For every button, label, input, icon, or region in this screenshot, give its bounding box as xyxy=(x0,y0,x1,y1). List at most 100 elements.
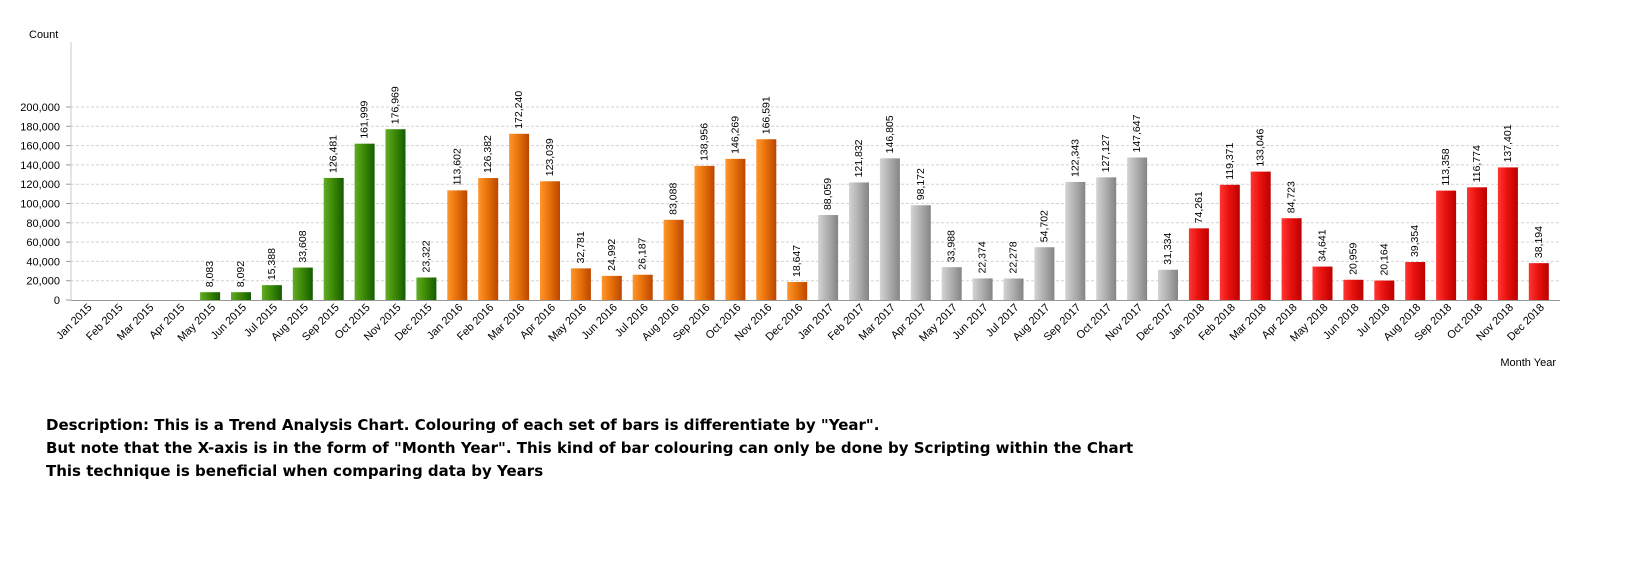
bar xyxy=(941,267,962,300)
bar-value-label: 20,164 xyxy=(1378,243,1390,275)
bar xyxy=(849,182,869,300)
bar-value-label: 39,354 xyxy=(1409,225,1421,257)
bar xyxy=(910,205,931,300)
bar-value-label: 127,127 xyxy=(1100,134,1112,172)
y-tick-label: 160,000 xyxy=(20,141,60,153)
bar xyxy=(1065,181,1086,300)
bar-value-label: 33,608 xyxy=(297,230,309,262)
y-tick-label: 180,000 xyxy=(20,121,60,133)
bar xyxy=(1497,167,1518,300)
description-line-2: But note that the X-axis is in the form … xyxy=(46,439,1134,457)
description-line-3: This technique is beneficial when compar… xyxy=(46,462,544,480)
bar-value-label: 126,382 xyxy=(482,135,494,173)
bar-value-label: 161,999 xyxy=(359,101,371,139)
chart-description: Description: This is a Trend Analysis Ch… xyxy=(46,414,1546,483)
bar xyxy=(725,158,746,300)
chart-canvas: 0 20,000 40,000 60,000 80,000 100,000 120,000 1… xyxy=(20,29,1560,369)
bar-value-label: 8,092 xyxy=(235,261,247,287)
bar xyxy=(972,278,993,300)
bar xyxy=(1436,190,1457,300)
bar-value-label: 22,278 xyxy=(1008,241,1020,273)
bar-value-label: 123,039 xyxy=(544,138,556,176)
bar-value-label: 147,647 xyxy=(1131,114,1143,152)
bar xyxy=(601,275,622,300)
bar-value-label: 15,388 xyxy=(266,248,278,280)
bar xyxy=(354,143,375,300)
bar-value-label: 133,046 xyxy=(1255,128,1267,166)
bar-value-label: 121,832 xyxy=(853,139,865,177)
bar xyxy=(1188,228,1209,300)
bar-value-label: 74,261 xyxy=(1193,191,1205,223)
bar-value-label: 84,723 xyxy=(1286,181,1298,213)
bar xyxy=(1034,247,1055,300)
bar-value-label: 146,805 xyxy=(884,115,896,153)
bar-value-label: 98,172 xyxy=(915,168,927,200)
bar-value-label: 22,374 xyxy=(977,241,989,273)
bar-value-label: 24,992 xyxy=(606,239,618,271)
bar-value-label: 113,602 xyxy=(451,148,463,185)
y-tick-label: 80,000 xyxy=(26,218,60,230)
bar-value-label: 33,988 xyxy=(946,230,958,262)
bar xyxy=(385,129,406,300)
bar-value-label: 88,059 xyxy=(822,178,834,210)
bar-value-label: 172,240 xyxy=(513,91,525,129)
bar xyxy=(1158,269,1178,300)
bar xyxy=(1219,184,1240,300)
bar-value-label: 119,371 xyxy=(1224,142,1236,179)
bar-value-label: 18,647 xyxy=(791,245,803,277)
bar xyxy=(818,215,839,300)
bar xyxy=(1003,278,1024,300)
bar-value-label: 38,194 xyxy=(1533,226,1545,258)
bar xyxy=(694,165,715,300)
bar xyxy=(323,177,344,300)
bar-value-label: 83,088 xyxy=(668,183,680,215)
bar xyxy=(416,277,437,300)
bar-value-label: 138,956 xyxy=(699,123,711,161)
bar-value-label: 20,959 xyxy=(1347,242,1359,274)
x-axis-title: Month Year xyxy=(1500,357,1556,369)
bar xyxy=(787,282,808,300)
bar-value-label: 34,641 xyxy=(1317,229,1329,261)
bar xyxy=(1405,262,1426,300)
bar-value-label: 122,343 xyxy=(1069,139,1081,177)
y-tick-label: 40,000 xyxy=(26,256,60,268)
bar xyxy=(1343,279,1364,300)
bar xyxy=(200,292,221,300)
y-tick-label: 100,000 xyxy=(20,199,60,211)
bar xyxy=(231,292,251,300)
bar-value-label: 126,481 xyxy=(328,135,340,173)
bar-value-label: 116,774 xyxy=(1471,145,1483,182)
description-line-1: Description: This is a Trend Analysis Ch… xyxy=(46,416,880,434)
bar xyxy=(879,158,900,300)
bar xyxy=(663,219,684,300)
bar xyxy=(756,139,777,300)
bar-value-label: 32,781 xyxy=(575,231,587,263)
bar xyxy=(1281,218,1302,300)
bar xyxy=(478,178,499,300)
bar-value-label: 166,591 xyxy=(760,96,772,134)
bar-value-label: 31,334 xyxy=(1162,232,1174,264)
bar xyxy=(509,133,530,300)
y-tick-label: 120,000 xyxy=(20,179,60,191)
bar xyxy=(1374,280,1395,300)
y-tick-label: 20,000 xyxy=(26,276,60,288)
y-tick-label: 140,000 xyxy=(20,160,60,172)
trend-bar-chart: 0 20,000 40,000 60,000 80,000 100,000 120,000 1… xyxy=(20,29,1560,369)
bar xyxy=(570,268,591,300)
bar xyxy=(1096,177,1117,300)
bar-value-label: 137,401 xyxy=(1502,124,1514,162)
bar-value-label: 54,702 xyxy=(1038,210,1050,242)
bar-value-label: 8,083 xyxy=(204,261,216,287)
bar xyxy=(261,285,282,300)
bar-value-label: 146,269 xyxy=(729,116,741,154)
bar-value-label: 26,187 xyxy=(637,237,649,269)
y-tick-label: 60,000 xyxy=(26,237,60,249)
bar-value-label: 23,322 xyxy=(420,240,432,272)
y-axis-title: Count xyxy=(29,29,58,41)
bar xyxy=(1127,157,1148,300)
bar xyxy=(1467,187,1487,300)
bar xyxy=(632,274,653,300)
bar xyxy=(540,181,560,300)
y-tick-label: 200,000 xyxy=(20,102,60,114)
bar xyxy=(1312,266,1333,300)
